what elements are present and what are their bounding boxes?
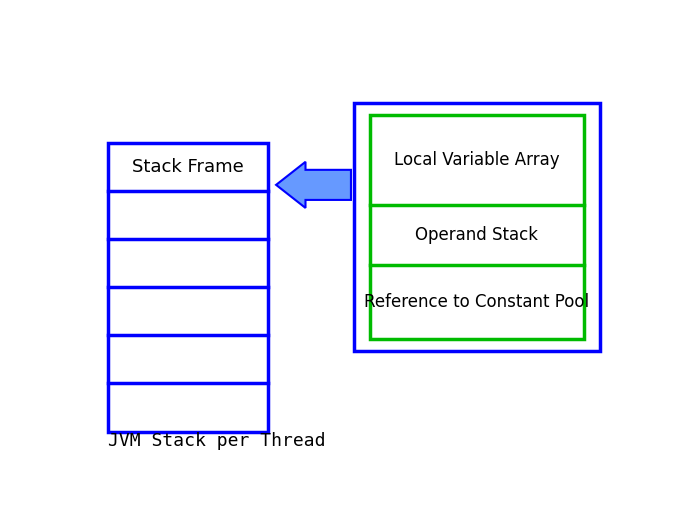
- FancyArrow shape: [276, 162, 351, 208]
- Text: Operand Stack: Operand Stack: [415, 226, 538, 244]
- Text: JVM Stack per Thread: JVM Stack per Thread: [108, 432, 325, 450]
- Bar: [370, 115, 584, 339]
- Text: Stack Frame: Stack Frame: [132, 158, 244, 176]
- Text: Reference to Constant Pool: Reference to Constant Pool: [364, 293, 589, 311]
- Bar: [353, 103, 600, 351]
- Bar: [108, 143, 268, 431]
- Text: Local Variable Array: Local Variable Array: [394, 151, 560, 169]
